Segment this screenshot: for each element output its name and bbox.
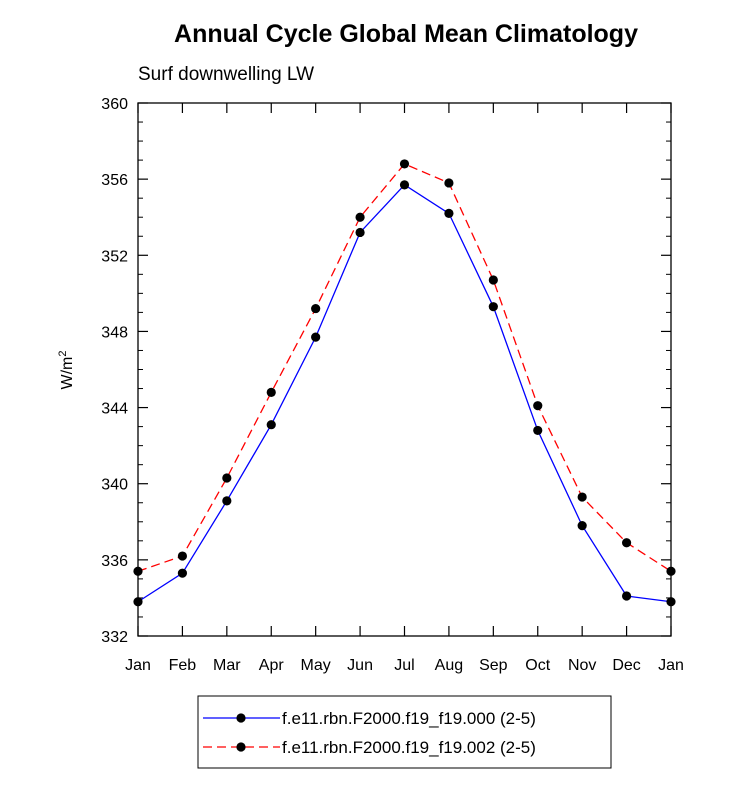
series-1-point — [621, 591, 632, 601]
y-tick-label: 336 — [101, 553, 128, 570]
axis-ticks — [137, 102, 672, 637]
series-2-point — [355, 212, 365, 222]
series-1-point — [222, 496, 232, 506]
series-1-point — [133, 597, 143, 607]
x-tick-label: Jan — [658, 657, 684, 674]
legend-label-1: f.e11.rbn.F2000.f19_f19.000 (2-5) — [282, 709, 536, 728]
series-1-point — [355, 227, 365, 238]
legend-label-2: f.e11.rbn.F2000.f19_f19.002 (2-5) — [282, 738, 536, 757]
series-2-point — [621, 538, 632, 548]
series-1-point — [488, 302, 498, 312]
x-tick-label: Nov — [568, 657, 596, 674]
x-tick-label: Dec — [612, 657, 640, 674]
series-2-point — [577, 492, 587, 502]
series-1-point — [666, 597, 676, 607]
series-2-point — [399, 159, 410, 169]
series-2-point — [311, 303, 321, 314]
x-tick-label: Sep — [479, 657, 508, 674]
series-layer — [133, 159, 676, 607]
y-axis-label-superscript: 2 — [57, 351, 69, 357]
x-tick-label: May — [301, 657, 331, 674]
x-tick-label: Jul — [394, 657, 414, 674]
legend — [197, 695, 612, 769]
x-tick-label: Mar — [213, 657, 241, 674]
x-tick-label: Apr — [259, 657, 285, 674]
series-line-2 — [137, 163, 672, 572]
y-axis-label: W/m2 — [57, 351, 76, 390]
x-tick-label: Feb — [169, 657, 197, 674]
series-1-point — [577, 520, 587, 531]
legend-marker-2 — [236, 742, 246, 752]
series-1-point — [266, 420, 276, 430]
y-tick-label: 332 — [101, 629, 128, 646]
legend-marker-1 — [236, 713, 246, 723]
y-tick-label: 340 — [101, 477, 128, 494]
series-2-point — [444, 178, 454, 188]
series-2-point — [666, 566, 676, 576]
chart-title: Annual Cycle Global Mean Climatology — [174, 20, 638, 48]
x-tick-label: Jun — [347, 657, 373, 674]
chart-subtitle: Surf downwelling LW — [138, 64, 314, 85]
x-tick-label: Jan — [125, 657, 151, 674]
series-2-point — [177, 551, 188, 561]
series-2-point — [222, 473, 232, 483]
y-tick-label: 352 — [101, 248, 128, 265]
series-1-point — [399, 180, 410, 190]
series-2-point — [533, 401, 543, 411]
y-tick-labels: 332 336 340 344 348 352 356 360 — [101, 96, 128, 646]
y-tick-label: 360 — [101, 96, 128, 113]
series-1-point — [177, 568, 188, 578]
series-1-point — [311, 332, 321, 342]
series-2-point — [133, 566, 143, 576]
series-1-point — [444, 208, 454, 219]
x-tick-label: Oct — [525, 657, 550, 674]
legend-items: f.e11.rbn.F2000.f19_f19.000 (2-5) f.e11.r… — [203, 709, 536, 757]
x-tick-labels: Jan Feb Mar Apr May Jun Jul Aug Sep Oct Nov Dec Jan — [125, 657, 684, 674]
y-tick-label: 344 — [101, 401, 128, 418]
series-1-point — [533, 425, 543, 436]
series-2-point — [266, 387, 276, 397]
y-tick-label: 348 — [101, 324, 128, 341]
series-2-point — [488, 275, 498, 285]
x-tick-label: Aug — [435, 657, 463, 674]
y-axis-label-text: W/m — [59, 357, 76, 390]
y-tick-label: 356 — [101, 172, 128, 189]
series-line-1 — [137, 184, 672, 603]
